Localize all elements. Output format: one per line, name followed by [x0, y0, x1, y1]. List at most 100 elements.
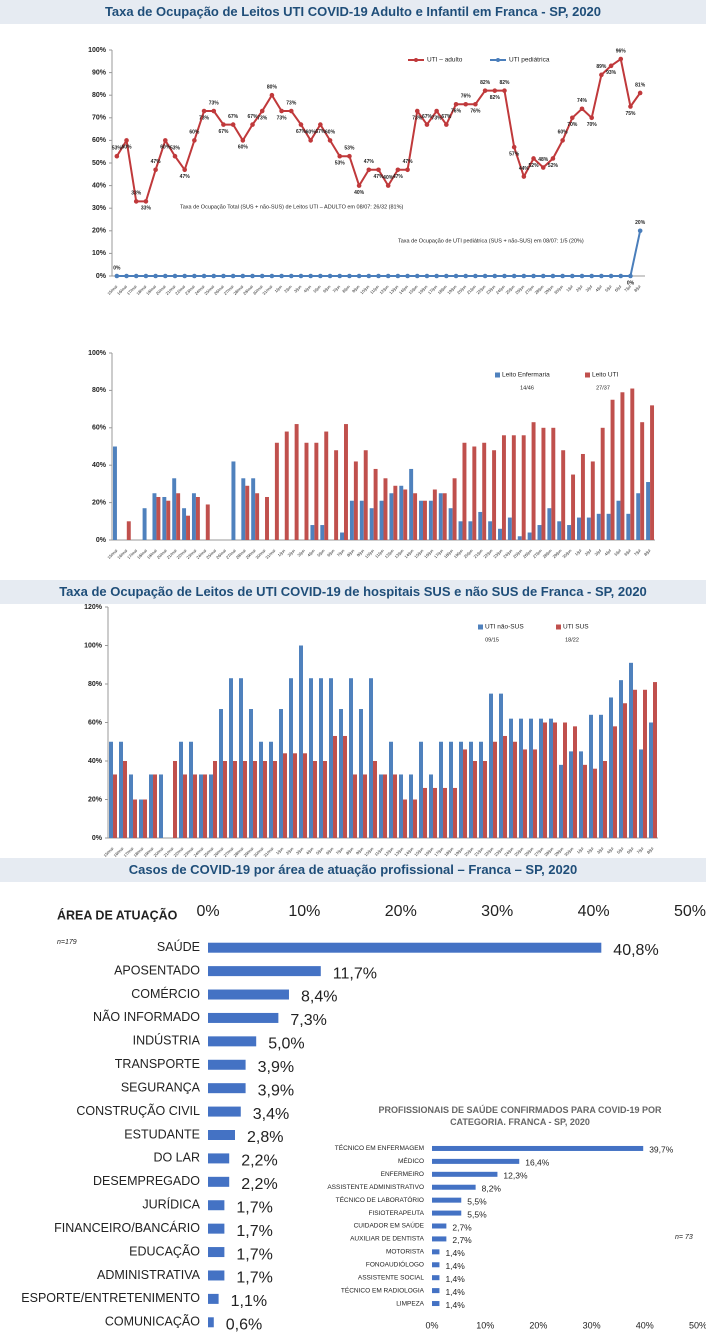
x-tick-label: 16/jun	[417, 284, 428, 295]
x-tick-label: 20/jun	[463, 548, 474, 559]
bar	[339, 709, 343, 838]
category-label: FONOAUDIÓLOGO	[366, 1259, 424, 1268]
data-label: 70%	[567, 122, 578, 128]
bar	[563, 722, 567, 838]
y-tick-label: 100%	[88, 47, 107, 54]
bar	[233, 761, 237, 838]
x-tick-label: 3/jun	[296, 548, 306, 558]
bar	[353, 774, 357, 838]
x-tick-label: 3/jun	[295, 846, 305, 856]
y-tick-label: 50%	[92, 160, 107, 167]
data-label: 67%	[228, 114, 239, 120]
x-tick-label: 4/jun	[305, 846, 315, 856]
data-label: 52%	[529, 163, 540, 169]
x-tick-label: 4/jul	[594, 284, 603, 293]
point	[356, 273, 362, 279]
bar	[507, 517, 512, 540]
data-label: 40%	[354, 190, 365, 196]
bar	[610, 399, 615, 540]
point	[288, 108, 294, 114]
data-label: 67%	[441, 114, 452, 120]
bar	[259, 741, 263, 838]
bar	[442, 493, 447, 540]
x-tick-label: 12/jun	[383, 846, 394, 857]
bar	[310, 525, 315, 540]
y-tick-label: 60%	[92, 137, 107, 144]
bar	[208, 1012, 279, 1023]
data-label: 47%	[364, 159, 375, 165]
x-tick-label: 8/jul	[646, 846, 655, 855]
x-tick-label: 6/jun	[326, 548, 336, 558]
bar	[299, 645, 303, 838]
data-label: 67%	[248, 114, 259, 120]
y-tick-label: 120%	[84, 604, 103, 611]
bar	[433, 787, 437, 838]
bar	[429, 774, 433, 838]
legend-label: UTI – adulto	[427, 57, 463, 64]
bar	[329, 678, 333, 838]
bar	[513, 741, 517, 838]
bar	[208, 1247, 225, 1258]
bar	[113, 774, 117, 838]
legend-swatch	[556, 624, 561, 630]
category-label: FINANCEIRO/BANCÁRIO	[54, 1220, 200, 1235]
bar	[623, 703, 627, 838]
point	[221, 273, 226, 279]
annotation: 09/15	[485, 637, 499, 643]
point	[570, 273, 575, 279]
data-label: 67%	[422, 114, 433, 120]
x-tick-label: 9/jun	[356, 548, 366, 558]
bar	[303, 753, 307, 838]
data-label: 73%	[277, 115, 288, 121]
category-label: ESTUDANTE	[124, 1127, 200, 1141]
point	[521, 273, 527, 279]
bar	[323, 761, 327, 838]
data-label: 8,2%	[482, 1183, 502, 1193]
x-tick-label: 7/jul	[623, 284, 632, 293]
x-tick-label: 17/jun	[427, 284, 438, 295]
x-tick-label: 30/jun	[563, 846, 574, 857]
data-label: 16,4%	[525, 1158, 550, 1168]
bar	[399, 485, 404, 540]
bar	[551, 427, 556, 540]
data-label: 7,3%	[290, 1012, 326, 1029]
point	[133, 199, 139, 204]
x-tick-label: 27/mai	[222, 846, 234, 858]
point	[124, 273, 129, 279]
category-label: DESEMPREGADO	[93, 1174, 200, 1188]
point	[143, 273, 149, 279]
bar	[603, 761, 607, 838]
point	[628, 104, 633, 109]
x-tick-label: 26/jun	[522, 548, 533, 559]
bar	[432, 1223, 447, 1229]
point	[405, 273, 410, 279]
bar	[149, 774, 153, 838]
point	[163, 273, 168, 279]
data-label: 33%	[141, 206, 152, 212]
bar	[438, 493, 443, 540]
bar	[489, 693, 493, 838]
data-label: 75%	[625, 111, 636, 117]
bar	[531, 422, 536, 540]
bar	[479, 741, 483, 838]
category-label: SAÚDE	[157, 939, 200, 954]
bar	[459, 741, 463, 838]
point	[318, 122, 323, 127]
bar	[109, 741, 113, 838]
x-tick-label: 21/jun	[473, 846, 484, 857]
x-tick-label: 10/jun	[359, 284, 370, 295]
data-label: 5,0%	[268, 1036, 304, 1053]
x-tick-label: 4/jun	[306, 548, 316, 558]
bar	[176, 493, 181, 540]
bar	[432, 1275, 440, 1281]
x-tick-label: 5/jun	[312, 284, 322, 294]
bar	[363, 774, 367, 838]
point	[279, 273, 284, 279]
x-tick-label: 5/jul	[613, 548, 622, 557]
point	[172, 273, 178, 279]
legend-label: Leito Enfermaria	[502, 372, 550, 379]
x-tick-label: 18/mai	[132, 846, 144, 858]
x-tick-label: 22/jun	[483, 846, 494, 857]
x-tick-label: 30/jun	[553, 284, 564, 295]
annotation: 18/22	[565, 637, 579, 643]
